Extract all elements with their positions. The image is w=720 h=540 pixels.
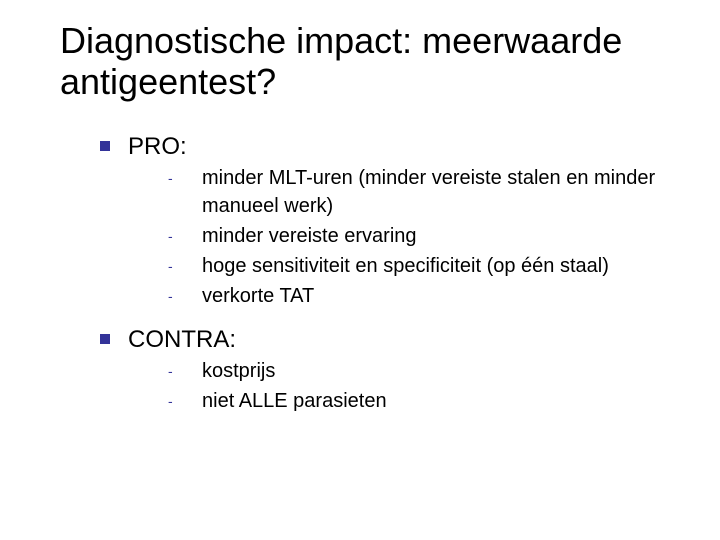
section-contra: CONTRA: - kostprijs - niet ALLE parasiet…: [100, 324, 680, 415]
dash-bullet-icon: -: [168, 357, 182, 385]
list-item: - verkorte TAT: [168, 282, 680, 310]
list-item: - minder MLT-uren (minder vereiste stale…: [168, 164, 680, 220]
section-row: CONTRA:: [100, 324, 680, 355]
square-bullet-icon: [100, 141, 110, 151]
item-text: hoge sensitiviteit en specificiteit (op …: [202, 252, 609, 280]
dash-bullet-icon: -: [168, 164, 182, 192]
item-text: kostprijs: [202, 357, 275, 385]
section-pro: PRO: - minder MLT-uren (minder vereiste …: [100, 131, 680, 310]
section-heading: CONTRA:: [128, 324, 236, 355]
item-text: minder MLT-uren (minder vereiste stalen …: [202, 164, 680, 220]
dash-bullet-icon: -: [168, 252, 182, 280]
item-text: niet ALLE parasieten: [202, 387, 387, 415]
section-row: PRO:: [100, 131, 680, 162]
slide: Diagnostische impact: meerwaarde antigee…: [0, 0, 720, 540]
slide-title: Diagnostische impact: meerwaarde antigee…: [60, 20, 680, 103]
list-item: - minder vereiste ervaring: [168, 222, 680, 250]
section-items: - minder MLT-uren (minder vereiste stale…: [168, 164, 680, 310]
list-item: - hoge sensitiviteit en specificiteit (o…: [168, 252, 680, 280]
square-bullet-icon: [100, 334, 110, 344]
list-item: - kostprijs: [168, 357, 680, 385]
section-items: - kostprijs - niet ALLE parasieten: [168, 357, 680, 415]
dash-bullet-icon: -: [168, 387, 182, 415]
dash-bullet-icon: -: [168, 222, 182, 250]
section-heading: PRO:: [128, 131, 187, 162]
dash-bullet-icon: -: [168, 282, 182, 310]
item-text: minder vereiste ervaring: [202, 222, 417, 250]
list-item: - niet ALLE parasieten: [168, 387, 680, 415]
item-text: verkorte TAT: [202, 282, 314, 310]
